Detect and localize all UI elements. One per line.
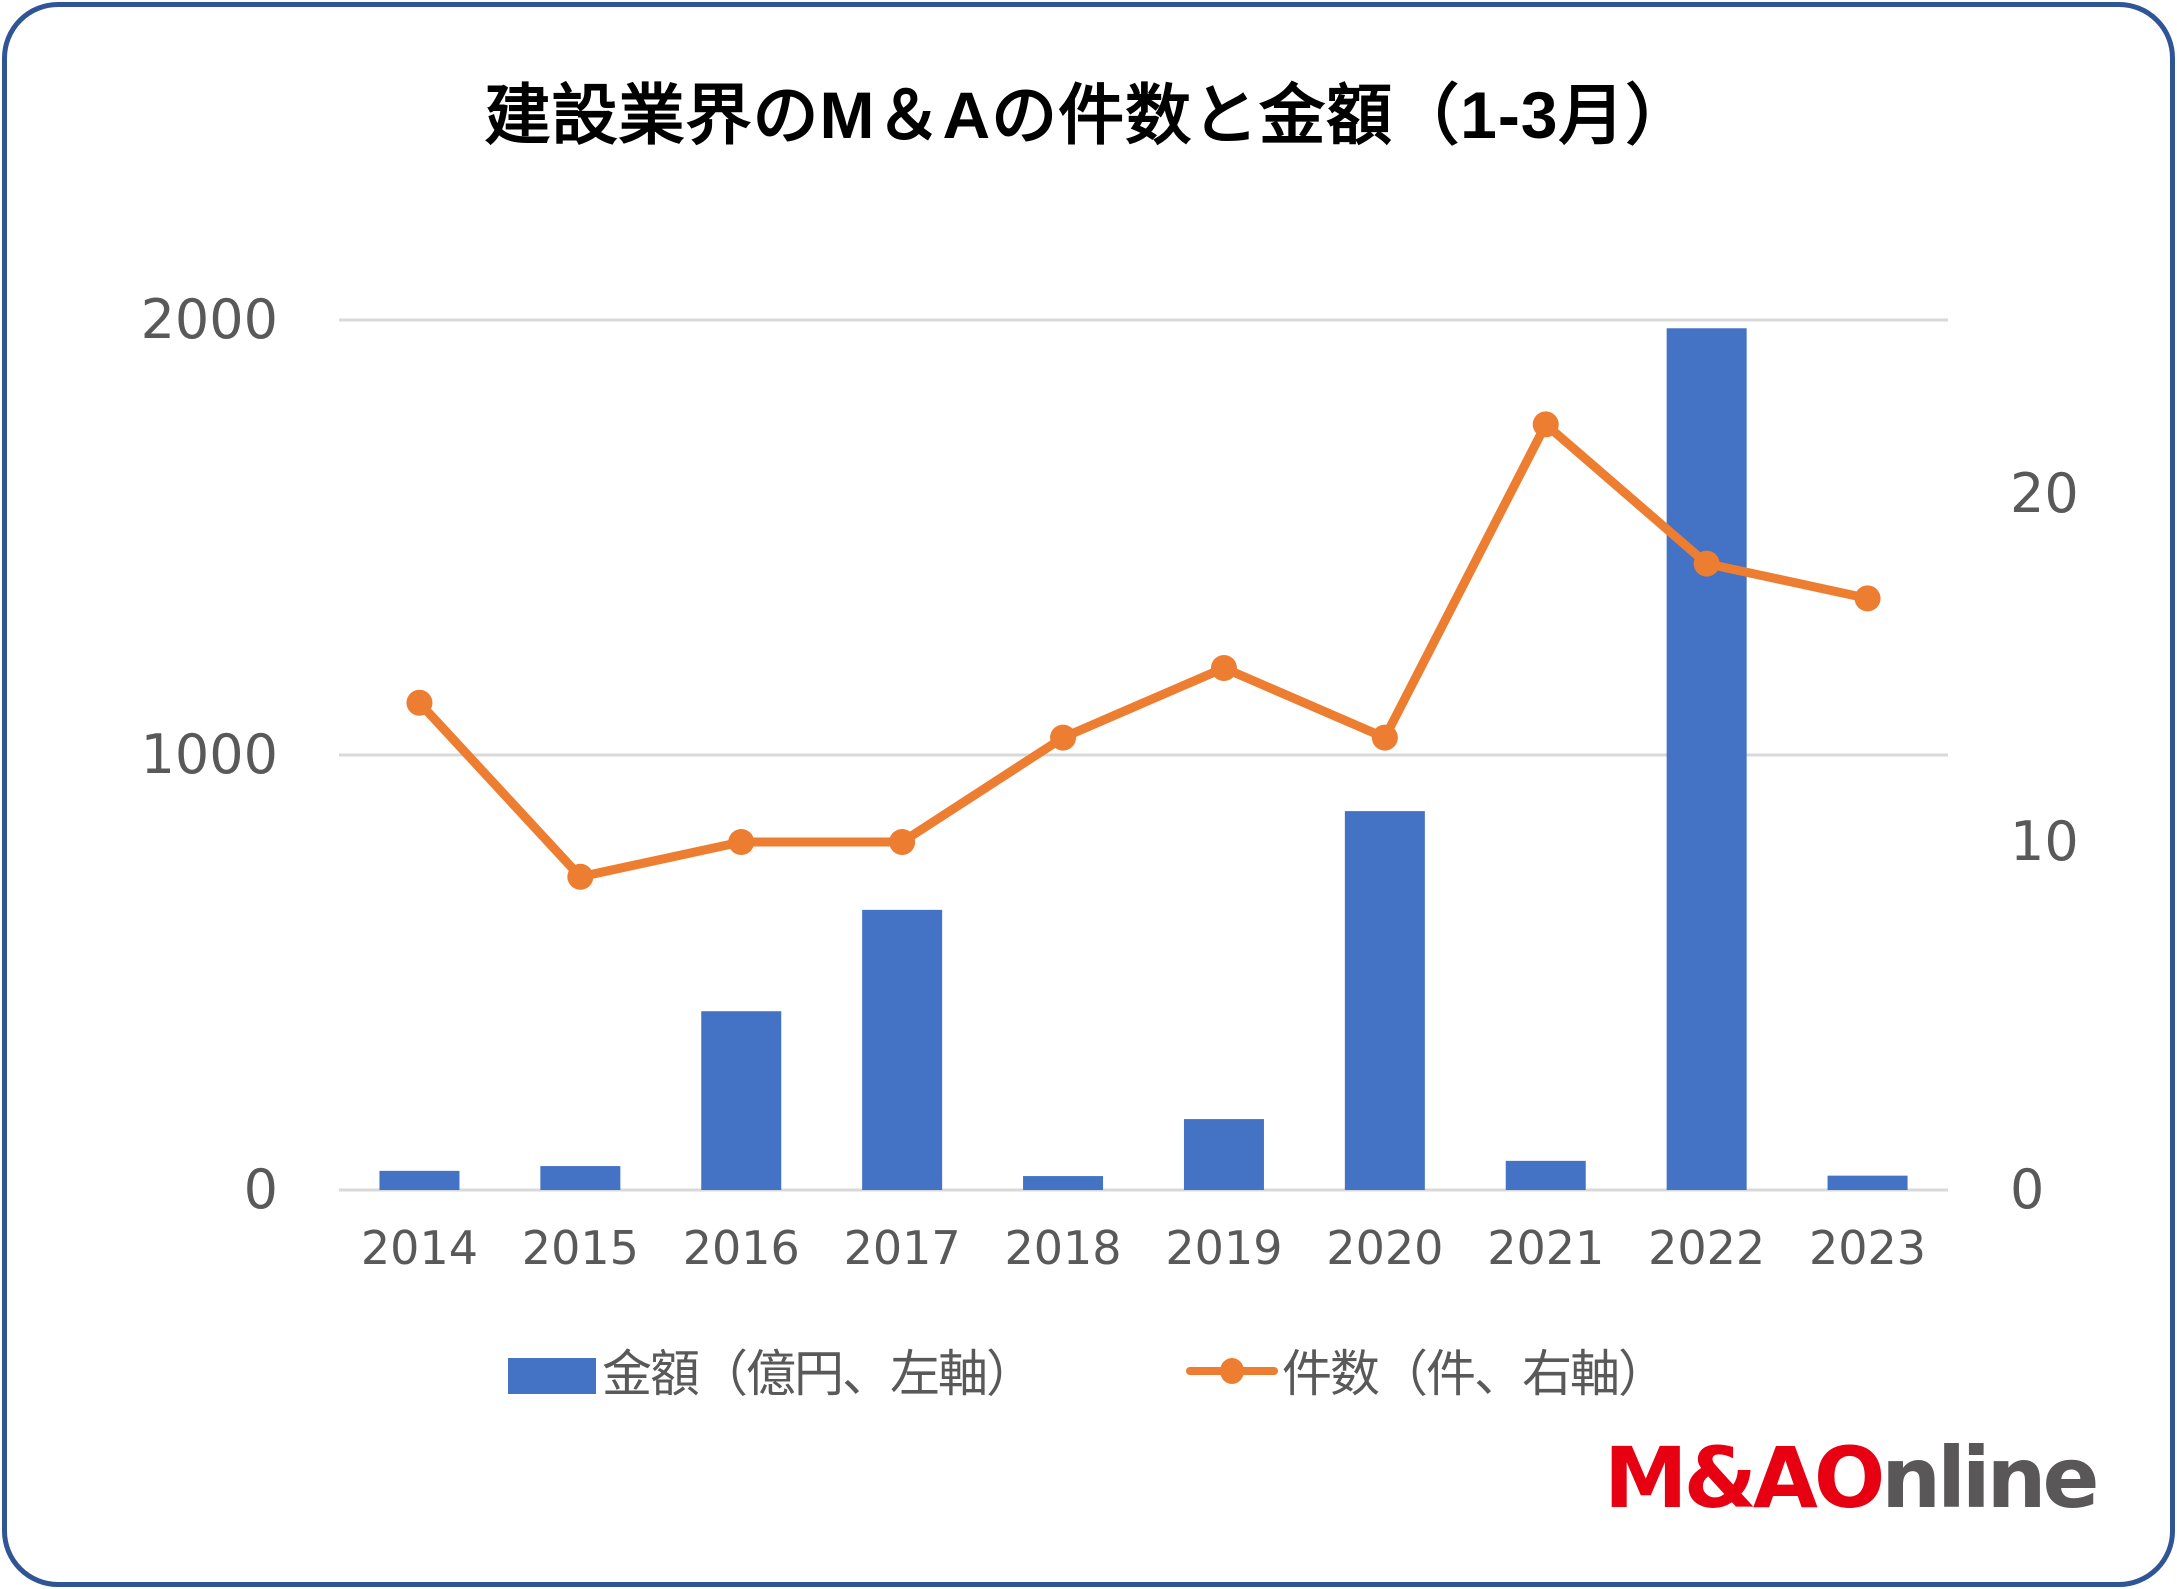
left-axis-tick-label: 2000 — [141, 288, 278, 351]
logo-grey-text: nline — [1881, 1429, 2099, 1527]
x-axis-ticks: 2014 2015 2016 2017 2018 2019 2020 2021 2022 2023 — [361, 1221, 1926, 1275]
line-marker-2023 — [1854, 585, 1881, 612]
bar-swatch-icon — [508, 1358, 596, 1394]
bar-2016 — [701, 1011, 782, 1190]
bar-series-amount — [379, 328, 1908, 1190]
bar-2023 — [1827, 1175, 1908, 1190]
bar-2022 — [1666, 328, 1747, 1190]
legend-item-count: 件数（件、右軸） — [1186, 1330, 1668, 1410]
legend-label-count: 件数（件、右軸） — [1282, 1345, 1668, 1403]
line-marker-2021 — [1532, 411, 1559, 438]
legend: 金額（億円、左軸） 件数（件、右軸） — [0, 1330, 2177, 1410]
x-axis-tick-label: 2018 — [1005, 1221, 1122, 1275]
legend-label-amount: 金額（億円、左軸） — [602, 1345, 1036, 1403]
left-axis-tick-label: 0 — [244, 1158, 278, 1221]
count-line — [416, 419, 1869, 882]
bar-2015 — [540, 1166, 621, 1190]
line-marker-2017 — [889, 829, 916, 855]
line-marker-2019 — [1210, 655, 1237, 681]
bar-2014 — [379, 1170, 460, 1190]
x-axis-tick-label: 2023 — [1809, 1221, 1926, 1275]
line-marker-swatch-icon — [1186, 1350, 1278, 1390]
line-marker-2020 — [1371, 724, 1398, 751]
x-axis-tick-label: 2015 — [522, 1221, 639, 1275]
x-axis-tick-label: 2021 — [1487, 1221, 1604, 1275]
line-marker-2015 — [567, 863, 594, 890]
x-axis-tick-label: 2022 — [1648, 1221, 1765, 1275]
x-axis-tick-label: 2017 — [844, 1221, 961, 1275]
legend-item-amount: 金額（億円、左軸） — [508, 1330, 1036, 1410]
bar-2019 — [1183, 1119, 1264, 1190]
line-marker-2014 — [406, 689, 433, 716]
bar-2018 — [1023, 1176, 1104, 1190]
logo-red-text: M&AO — [1604, 1429, 1885, 1527]
chart-title: 建設業界のM＆Aの件数と金額（1-3月） — [484, 78, 1693, 152]
right-axis-ticks: 0 10 20 — [2010, 462, 2079, 1221]
bar-2021 — [1505, 1160, 1586, 1190]
ma-online-logo: M&AOnline — [1604, 1436, 2099, 1520]
right-axis-tick-label: 20 — [2010, 462, 2079, 525]
bar-2017 — [862, 909, 943, 1190]
line-marker-2018 — [1050, 724, 1077, 751]
x-axis-tick-label: 2014 — [361, 1221, 478, 1275]
right-axis-tick-label: 10 — [2010, 810, 2079, 873]
line-series-count — [406, 411, 1881, 890]
x-axis-tick-label: 2016 — [683, 1221, 800, 1275]
x-axis-tick-label: 2019 — [1165, 1221, 1282, 1275]
line-marker-2016 — [728, 829, 755, 855]
right-axis-tick-label: 0 — [2010, 1158, 2044, 1221]
bar-2020 — [1344, 811, 1425, 1190]
line-marker-2022 — [1693, 550, 1720, 577]
x-axis-tick-label: 2020 — [1326, 1221, 1443, 1275]
left-axis-tick-label: 1000 — [141, 723, 278, 786]
left-axis-ticks: 0 1000 2000 — [141, 288, 278, 1221]
